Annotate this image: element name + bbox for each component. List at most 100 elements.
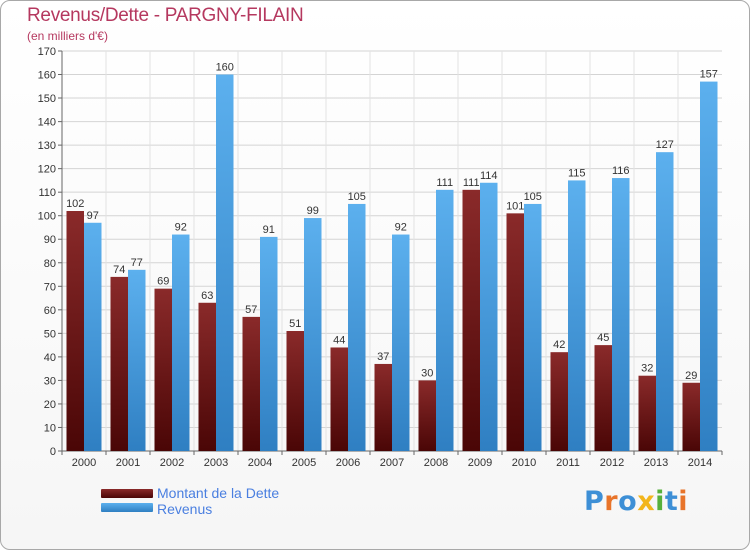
x-tick-label: 2014 [688,457,712,469]
bar-dette-2005 [286,331,304,451]
x-tick-label: 2012 [600,457,624,469]
y-tick-label: 170 [38,46,56,58]
bar-dette-2007 [374,363,392,451]
x-tick-label: 2013 [644,457,668,469]
bar-revenus-2003 [216,74,234,451]
logo-letter: x [637,486,656,517]
bar-revenus-2009 [480,182,498,451]
chart-subtitle: (en milliers d'€) [27,29,108,43]
bar-revenus-2000 [84,222,102,451]
x-tick-label: 2005 [292,457,316,469]
bar-revenus-2014 [700,81,718,452]
logo-letter: t [664,486,679,517]
y-tick-label: 80 [44,258,56,270]
data-label: 92 [175,222,187,234]
bar-revenus-2008 [436,189,454,451]
bar-dette-2012 [594,345,612,451]
y-tick-label: 50 [44,328,56,340]
bar-revenus-2007 [392,234,410,451]
data-label: 69 [157,276,169,288]
data-label: 42 [553,339,565,351]
bar-dette-2002 [154,288,172,451]
data-label: 111 [463,177,480,189]
data-label: 114 [480,170,498,182]
legend-label-revenus: Revenus [157,501,213,517]
legend-swatch-revenus [101,503,153,512]
data-label: 63 [201,290,213,302]
data-label: 115 [568,167,586,179]
bar-dette-2000 [66,211,84,451]
proxiti-logo: Proxiti [584,486,688,517]
bar-revenus-2002 [172,234,190,451]
y-tick-label: 130 [38,140,56,152]
bar-dette-2011 [550,352,568,451]
logo-letter: r [604,486,619,517]
chart-title: Revenus/Dette - PARGNY-FILAIN [27,5,304,26]
x-tick-label: 2010 [512,457,536,469]
y-tick-label: 90 [44,234,56,246]
y-tick-label: 120 [38,164,56,176]
data-label: 37 [377,351,389,363]
data-label: 92 [395,222,407,234]
data-label: 30 [421,367,433,379]
x-tick-label: 2000 [72,457,96,469]
y-tick-label: 150 [38,93,56,105]
y-tick-label: 20 [44,399,56,411]
bar-dette-2014 [682,382,700,451]
y-tick-label: 100 [38,211,56,223]
bar-dette-2008 [418,380,436,451]
bar-dette-2003 [198,302,216,451]
bar-revenus-2012 [612,178,630,451]
x-tick-label: 2004 [248,457,272,469]
legend-label-dette: Montant de la Dette [157,485,280,501]
bar-dette-2001 [110,276,128,451]
data-label: 102 [66,198,84,210]
x-tick-label: 2002 [160,457,184,469]
y-tick-label: 30 [44,375,56,387]
data-label: 116 [612,165,630,177]
bar-revenus-2005 [304,218,322,451]
y-tick-label: 0 [50,446,56,458]
y-tick-label: 40 [44,352,56,364]
x-tick-label: 2001 [116,457,140,469]
y-tick-label: 140 [38,117,56,129]
data-label: 45 [597,332,609,344]
data-label: 51 [289,318,301,330]
logo-letter: o [618,486,638,517]
y-tick-label: 110 [38,187,56,199]
logo-letter: i [655,486,665,517]
bar-dette-2010 [506,213,524,451]
axes: 0 10 20 30 40 50 60 70 80 90 100 110 120 130 140 150 160… [38,46,723,469]
bar-dette-2004 [242,316,260,451]
x-tick-label: 2007 [380,457,404,469]
bar-revenus-2013 [656,152,674,452]
legend-swatch-dette [101,489,153,498]
data-label: 105 [524,191,542,203]
y-tick-label: 10 [44,422,56,434]
x-tick-label: 2009 [468,457,492,469]
y-tick-label: 160 [38,70,56,82]
bar-dette-2013 [638,375,656,451]
data-label: 57 [245,304,257,316]
bar-revenus-2004 [260,236,278,451]
data-label: 29 [685,370,697,382]
logo-letter: P [584,486,605,517]
data-label: 127 [656,139,674,151]
y-tick-label: 70 [44,281,56,293]
data-label: 91 [263,224,275,236]
bar-revenus-2011 [568,180,586,452]
data-label: 32 [641,363,653,375]
data-label: 99 [307,205,319,217]
x-tick-label: 2008 [424,457,448,469]
x-tick-label: 2003 [204,457,228,469]
data-label: 157 [700,69,718,81]
data-label: 111 [436,177,453,189]
bar-revenus-2001 [128,269,146,451]
logo-letter: i [678,486,689,517]
data-label: 101 [506,200,524,212]
data-label: 160 [216,62,234,74]
bar-revenus-2006 [348,203,366,451]
